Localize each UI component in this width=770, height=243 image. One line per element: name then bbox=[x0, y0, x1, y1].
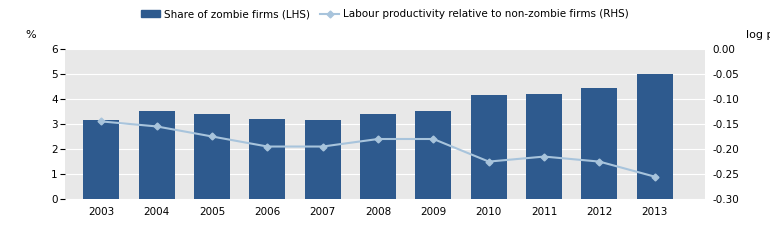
Bar bbox=[305, 120, 341, 199]
Bar bbox=[249, 119, 286, 199]
Legend: Share of zombie firms (LHS), Labour productivity relative to non-zombie firms (R: Share of zombie firms (LHS), Labour prod… bbox=[137, 5, 633, 24]
Bar bbox=[581, 87, 618, 199]
Bar bbox=[470, 95, 507, 199]
Bar bbox=[83, 120, 119, 199]
Bar bbox=[194, 114, 230, 199]
Bar bbox=[637, 74, 673, 199]
Text: %: % bbox=[25, 30, 35, 40]
Bar bbox=[416, 111, 451, 199]
Bar bbox=[139, 111, 175, 199]
Bar bbox=[526, 94, 562, 199]
Text: log points: log points bbox=[746, 30, 770, 40]
Bar bbox=[360, 114, 396, 199]
